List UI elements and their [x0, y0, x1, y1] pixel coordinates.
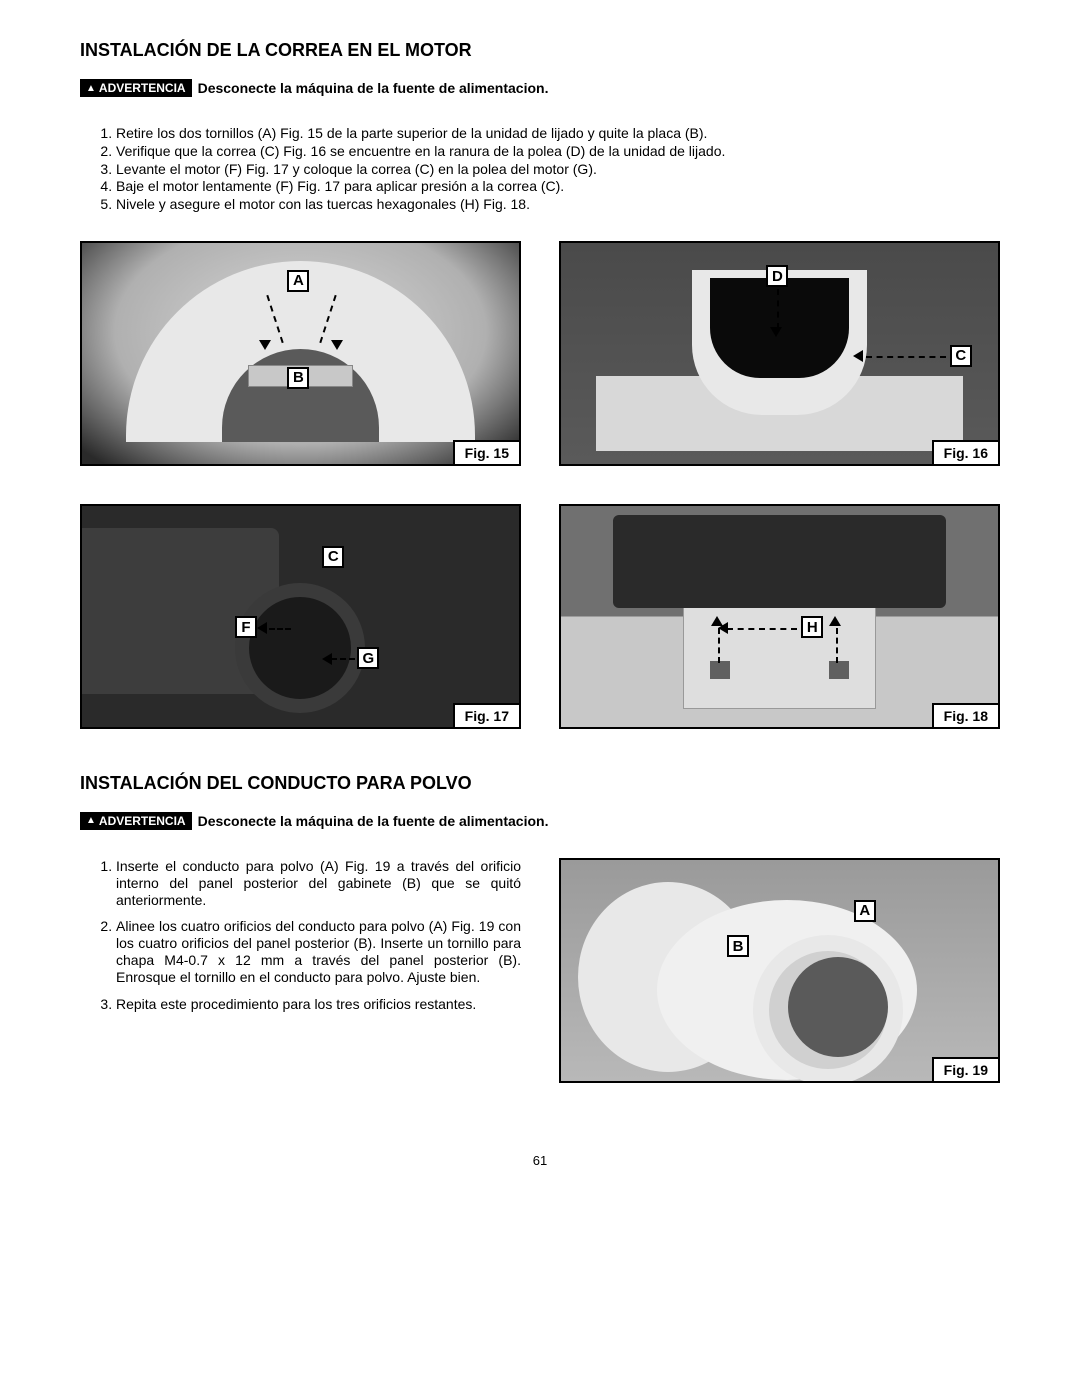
figure-17: C F G Fig. 17 — [80, 504, 521, 729]
figure-caption: Fig. 19 — [932, 1057, 998, 1081]
figure-15: A B Fig. 15 — [80, 241, 521, 466]
warning-text-1: Desconecte la máquina de la fuente de al… — [198, 80, 549, 96]
figure-caption: Fig. 16 — [932, 440, 998, 464]
label-D: D — [766, 265, 788, 287]
warning-line-2: ADVERTENCIA Desconecte la máquina de la … — [80, 812, 1000, 830]
warning-badge-2: ADVERTENCIA — [80, 812, 192, 830]
section1-steps: Retire los dos tornillos (A) Fig. 15 de … — [80, 125, 1000, 213]
warning-line-1: ADVERTENCIA Desconecte la máquina de la … — [80, 79, 1000, 97]
warning-text-2: Desconecte la máquina de la fuente de al… — [198, 813, 549, 829]
label-C: C — [322, 546, 344, 568]
page-number: 61 — [80, 1153, 1000, 1168]
list-item: Verifique que la correa (C) Fig. 16 se e… — [116, 143, 1000, 160]
list-item: Nivele y asegure el motor con las tuerca… — [116, 196, 1000, 213]
label-B: B — [727, 935, 749, 957]
section2-steps: Inserte el conducto para polvo (A) Fig. … — [80, 858, 521, 1022]
section2-title: INSTALACIÓN DEL CONDUCTO PARA POLVO — [80, 773, 1000, 794]
section1-title: INSTALACIÓN DE LA CORREA EN EL MOTOR — [80, 40, 1000, 61]
list-item: Levante el motor (F) Fig. 17 y coloque l… — [116, 161, 1000, 178]
label-B: B — [287, 367, 309, 389]
figure-19: A B Fig. 19 — [559, 858, 1000, 1083]
label-A: A — [854, 900, 876, 922]
figure-caption: Fig. 15 — [453, 440, 519, 464]
figure-grid: A B Fig. 15 D C Fig. 16 C F G Fig. 17 — [80, 241, 1000, 729]
figure-caption: Fig. 17 — [453, 703, 519, 727]
warning-badge-1: ADVERTENCIA — [80, 79, 192, 97]
list-item: Inserte el conducto para polvo (A) Fig. … — [116, 858, 521, 908]
list-item: Baje el motor lentamente (F) Fig. 17 par… — [116, 178, 1000, 195]
section2-layout: Inserte el conducto para polvo (A) Fig. … — [80, 858, 1000, 1083]
label-F: F — [235, 616, 257, 638]
list-item: Repita este procedimiento para los tres … — [116, 996, 521, 1013]
label-C: C — [950, 345, 972, 367]
list-item: Alinee los cuatro orificios del conducto… — [116, 918, 521, 985]
figure-caption: Fig. 18 — [932, 703, 998, 727]
label-G: G — [357, 647, 379, 669]
list-item: Retire los dos tornillos (A) Fig. 15 de … — [116, 125, 1000, 142]
label-H: H — [801, 616, 823, 638]
figure-18: H Fig. 18 — [559, 504, 1000, 729]
figure-16: D C Fig. 16 — [559, 241, 1000, 466]
label-A: A — [287, 270, 309, 292]
